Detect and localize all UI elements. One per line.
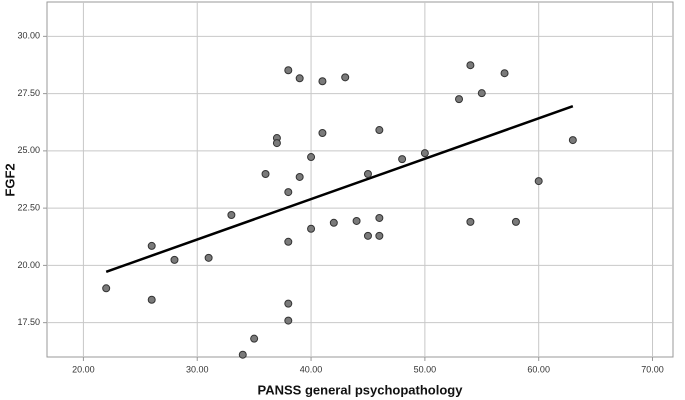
data-point: [420, 149, 429, 158]
data-point: [318, 129, 327, 138]
data-point: [568, 136, 577, 145]
data-point: [295, 172, 304, 181]
data-point: [170, 255, 179, 264]
y-tick-label: 22.50: [17, 203, 40, 213]
data-point: [204, 253, 213, 262]
data-point: [375, 213, 384, 222]
data-point: [284, 316, 293, 325]
data-point: [466, 217, 475, 226]
y-tick-label: 17.50: [17, 317, 40, 327]
x-tick-label: 30.00: [186, 364, 209, 374]
data-point: [466, 61, 475, 70]
data-point: [238, 350, 247, 359]
x-axis-title: PANSS general psychopathology: [258, 382, 464, 397]
data-point: [363, 231, 372, 240]
data-point: [455, 95, 464, 104]
data-point: [261, 170, 270, 179]
data-point: [363, 170, 372, 179]
data-point: [102, 284, 111, 293]
data-point: [329, 218, 338, 227]
data-point: [147, 295, 156, 304]
x-tick-label: 70.00: [641, 364, 664, 374]
data-point: [477, 89, 486, 98]
data-point: [307, 153, 316, 162]
data-point: [398, 155, 407, 164]
x-tick-label: 20.00: [72, 364, 95, 374]
data-point: [375, 126, 384, 135]
data-point: [284, 188, 293, 197]
fit-line: [105, 105, 574, 273]
plot-area: [46, 1, 674, 358]
data-point: [250, 334, 259, 343]
y-tick-label: 20.00: [17, 260, 40, 270]
data-point: [511, 217, 520, 226]
data-point: [272, 139, 281, 148]
data-point: [284, 299, 293, 308]
y-tick-label: 30.00: [17, 31, 40, 41]
x-tick-label: 60.00: [527, 364, 550, 374]
y-tick-label: 27.50: [17, 88, 40, 98]
y-tick-label: 25.00: [17, 145, 40, 155]
x-tick-label: 40.00: [300, 364, 323, 374]
data-point: [307, 224, 316, 233]
data-point: [341, 73, 350, 82]
data-point: [375, 231, 384, 240]
data-point: [284, 237, 293, 246]
data-point: [534, 177, 543, 186]
data-point: [352, 216, 361, 225]
x-tick-label: 50.00: [414, 364, 437, 374]
data-point: [500, 69, 509, 78]
data-point: [284, 66, 293, 75]
data-point: [318, 77, 327, 86]
data-point: [147, 241, 156, 250]
data-point: [227, 211, 236, 219]
data-point: [295, 74, 304, 83]
y-axis-title: FGF2: [2, 163, 17, 196]
